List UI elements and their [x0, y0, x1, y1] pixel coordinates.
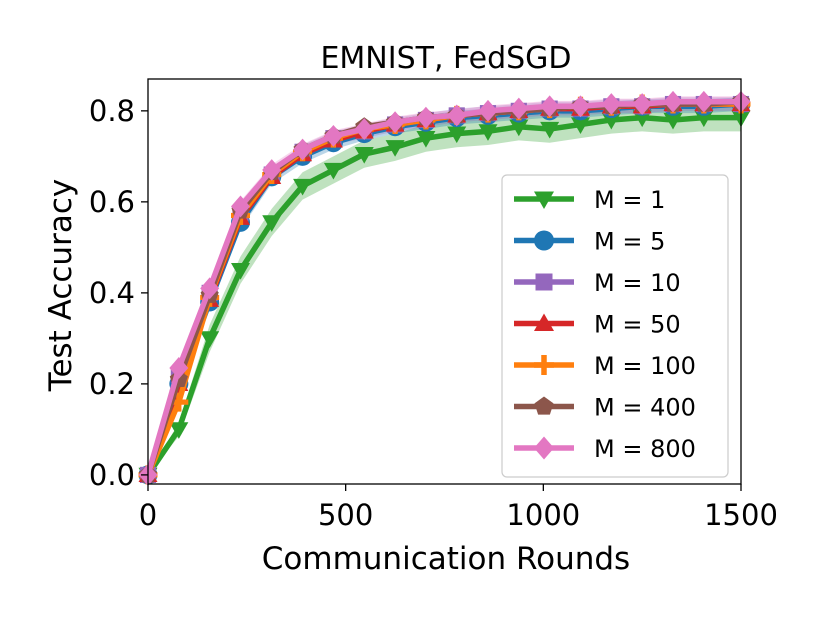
data-point-6-11	[478, 99, 498, 122]
data-point-6-2	[200, 277, 220, 300]
legend-label: M = 5	[594, 228, 665, 256]
legend-label: M = 1	[594, 186, 665, 214]
data-point-6-5	[293, 138, 313, 161]
legend-item: M = 800	[514, 435, 696, 463]
data-point-6-15	[601, 93, 621, 115]
series-6	[138, 90, 751, 486]
data-point-0-8	[385, 140, 405, 157]
legend-item: M = 10	[514, 269, 681, 297]
x-tick-label: 500	[318, 498, 373, 532]
data-point-6-12	[509, 97, 529, 120]
x-tick-label: 0	[139, 498, 157, 532]
y-axis: 0.0 0.2 0.4 0.6 0.8	[89, 94, 148, 492]
x-tick-label: 1000	[506, 498, 580, 532]
legend-label: M = 10	[594, 269, 681, 297]
plot-frame	[147, 78, 742, 485]
data-point-6-18	[694, 90, 714, 113]
legend-label: M = 100	[594, 352, 696, 380]
data-point-0-15	[601, 112, 621, 130]
data-point-0-5	[293, 178, 313, 196]
legend-marker	[535, 273, 553, 291]
legend-marker	[534, 230, 554, 251]
y-tick-label: 0.2	[89, 367, 135, 401]
data-point-0-1	[169, 422, 189, 439]
data-point-6-13	[540, 95, 560, 118]
data-point-4-1	[169, 392, 189, 412]
data-point-0-17	[663, 112, 683, 130]
legend: M = 1 M = 5 M = 10 M = 50 M = 100 M = 400 M = …	[501, 174, 729, 478]
data-point-6-1	[169, 357, 189, 379]
legend-item: M = 100	[514, 352, 696, 380]
y-tick-label: 0.0	[89, 458, 135, 492]
data-point-0-3	[231, 262, 251, 280]
data-point-0-2	[200, 331, 220, 348]
legend-marker	[534, 191, 554, 209]
series-lines	[138, 90, 751, 486]
data-point-0-9	[416, 131, 436, 148]
legend-item: M = 5	[514, 228, 665, 256]
data-point-6-7	[354, 118, 374, 140]
legend-marker	[534, 313, 554, 331]
data-point-0-18	[694, 110, 714, 128]
data-point-0-12	[509, 119, 529, 137]
data-point-6-17	[663, 90, 683, 113]
data-point-6-14	[570, 95, 590, 118]
data-point-6-9	[416, 106, 436, 129]
x-axis: 0 500 1000 1500	[139, 484, 778, 532]
y-tick-label: 0.8	[89, 94, 135, 128]
legend-item: M = 400	[514, 394, 696, 422]
chart-title: EMNIST, FedSGD	[320, 41, 571, 76]
legend-marker	[534, 355, 554, 375]
legend-marker	[534, 396, 554, 415]
data-point-6-6	[323, 124, 343, 147]
data-point-0-10	[447, 126, 467, 144]
data-point-6-8	[385, 111, 405, 134]
legend-label: M = 400	[594, 394, 696, 422]
x-axis-title: Communication Rounds	[262, 541, 630, 577]
data-point-0-7	[354, 146, 374, 164]
data-point-0-13	[540, 121, 560, 139]
data-point-0-16	[632, 110, 652, 128]
legend-marker	[534, 436, 554, 460]
data-point-0-6	[323, 162, 343, 180]
data-point-6-3	[231, 195, 251, 218]
data-point-0-14	[570, 117, 590, 135]
data-point-6-16	[632, 93, 652, 115]
y-tick-label: 0.4	[89, 276, 135, 310]
data-point-0-11	[478, 124, 498, 141]
series-0	[138, 110, 751, 485]
legend-box	[501, 174, 729, 478]
x-tick-label: 1500	[704, 498, 778, 532]
legend-label: M = 800	[594, 435, 696, 463]
data-point-0-4	[262, 215, 282, 232]
data-point-6-4	[262, 159, 282, 181]
legend-item: M = 1	[514, 186, 665, 214]
legend-item: M = 50	[514, 311, 681, 339]
y-tick-label: 0.6	[89, 185, 135, 219]
data-point-6-10	[447, 104, 467, 127]
y-axis-title: Test Accuracy	[43, 179, 79, 392]
legend-label: M = 50	[594, 311, 681, 339]
